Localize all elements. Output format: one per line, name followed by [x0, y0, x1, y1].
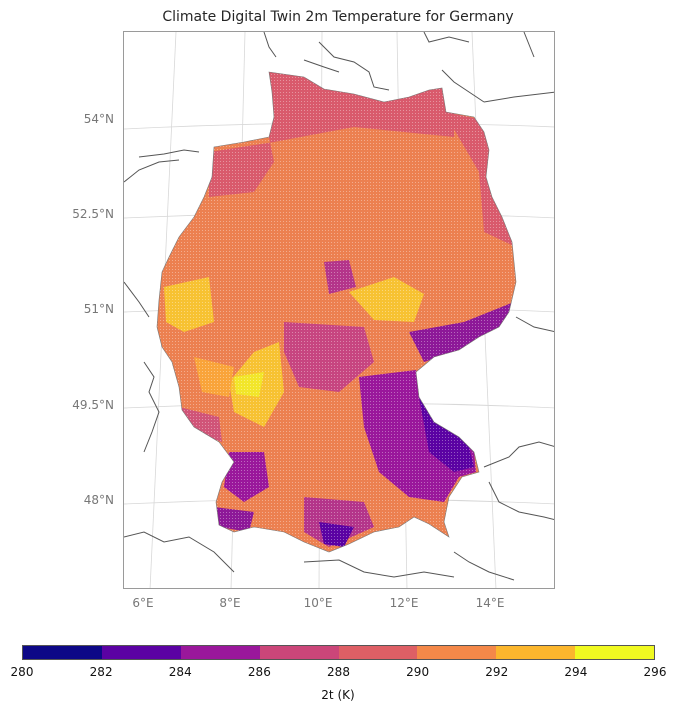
germany-outline — [156, 71, 517, 553]
lat-label-54: 54°N — [83, 112, 114, 126]
colorbar-tick-label: 280 — [10, 665, 34, 679]
lon-label-14: 14°E — [475, 596, 505, 610]
colorbar — [22, 645, 655, 660]
lat-label-51: 51°N — [83, 302, 114, 316]
map-title: Climate Digital Twin 2m Temperature for … — [162, 9, 514, 25]
lon-label-12: 12°E — [389, 596, 419, 610]
lon-label-10: 10°E — [303, 596, 333, 610]
map-panel — [123, 31, 555, 589]
colorbar-tick-label: 286 — [247, 665, 271, 679]
colorbar-segment — [496, 646, 576, 659]
colorbar-segment — [101, 646, 181, 659]
lat-label-52-5: 52.5°N — [72, 207, 114, 221]
colorbar-segment — [23, 646, 102, 659]
colorbar-segment — [575, 646, 654, 659]
colorbar-segment — [259, 646, 339, 659]
temperature-field — [157, 72, 516, 552]
lon-label-8: 8°E — [219, 596, 241, 610]
colorbar-tick-label: 284 — [168, 665, 192, 679]
lon-label-6: 6°E — [132, 596, 154, 610]
colorbar-segment — [338, 646, 418, 659]
coastlines — [124, 32, 554, 581]
colorbar-tick-label: 296 — [643, 665, 667, 679]
colorbar-segment — [417, 646, 497, 659]
colorbar-tick-label: 290 — [406, 665, 430, 679]
colorbar-label: 2t (K) — [321, 688, 355, 702]
lat-label-49-5: 49.5°N — [72, 398, 114, 412]
colorbar-segment — [180, 646, 260, 659]
colorbar-tick-label: 282 — [89, 665, 113, 679]
lat-label-48: 48°N — [83, 493, 114, 507]
colorbar-tick-label: 292 — [485, 665, 509, 679]
colorbar-tick-label: 294 — [564, 665, 588, 679]
colorbar-tick-label: 288 — [327, 665, 350, 679]
map-canvas — [124, 32, 554, 588]
